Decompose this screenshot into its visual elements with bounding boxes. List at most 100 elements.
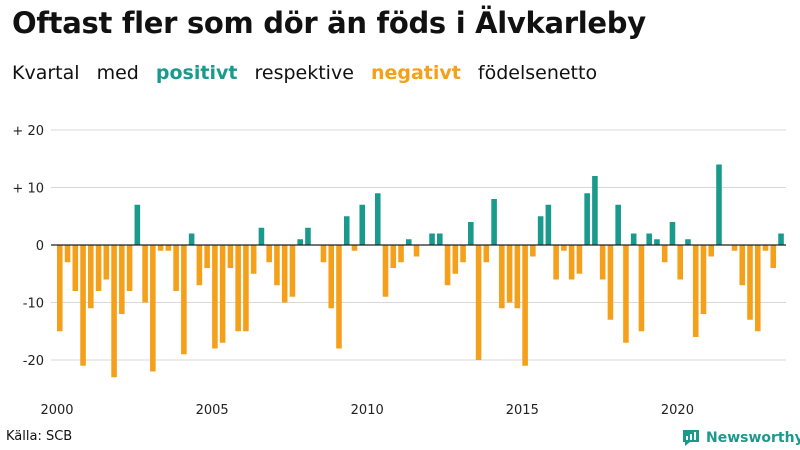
bar <box>405 239 412 245</box>
y-tick-label: + 20 <box>12 124 44 139</box>
y-tick-label: -10 <box>23 297 44 312</box>
bar <box>483 245 490 263</box>
bar <box>227 245 234 268</box>
bar <box>258 227 265 245</box>
bar <box>630 233 637 245</box>
subtitle-word: födelsenetto <box>477 62 598 84</box>
bar <box>181 245 187 355</box>
bar <box>437 233 443 245</box>
bar <box>568 245 575 280</box>
bar <box>468 222 474 245</box>
y-tick-label: -20 <box>23 354 44 369</box>
bar <box>64 245 71 263</box>
bar <box>429 233 435 245</box>
subtitle-word: Kvartal <box>12 62 80 84</box>
bar <box>150 245 156 372</box>
bar <box>545 204 552 245</box>
bar <box>95 245 102 291</box>
bar <box>522 245 528 366</box>
bar <box>398 245 404 263</box>
bar <box>382 245 389 297</box>
chart-subtitle: Kvartal med positivt respektive negativt… <box>12 62 608 84</box>
bar <box>142 245 148 303</box>
y-tick-label: + 10 <box>12 182 44 197</box>
bar <box>72 245 79 291</box>
y-tick-label: 0 <box>36 239 44 254</box>
bar <box>646 233 652 245</box>
bar <box>274 245 280 286</box>
bar <box>452 245 459 274</box>
bar <box>739 245 746 286</box>
brand-logo: Newsworthy <box>681 428 800 448</box>
bar <box>700 245 707 314</box>
bar <box>444 245 451 286</box>
bar <box>111 245 117 378</box>
bar <box>390 245 397 268</box>
bar <box>126 245 133 291</box>
bar <box>243 245 249 332</box>
bar <box>747 245 753 320</box>
subtitle-positive: positivt <box>155 62 238 84</box>
bar <box>661 245 668 263</box>
bar <box>754 245 761 332</box>
bar <box>212 245 218 349</box>
bar <box>669 222 676 245</box>
bar <box>103 245 110 280</box>
bar <box>57 245 63 332</box>
bar <box>460 245 466 263</box>
bar <box>119 245 125 314</box>
subtitle-word: med <box>96 62 139 84</box>
bar <box>196 245 203 286</box>
bar <box>188 233 195 245</box>
bar <box>165 245 172 251</box>
bar <box>553 245 559 280</box>
x-tick-label: 2000 <box>40 403 73 418</box>
bar <box>677 245 684 280</box>
bar <box>351 245 358 251</box>
x-tick-label: 2020 <box>661 403 694 418</box>
bar <box>281 245 288 303</box>
bar <box>328 245 335 309</box>
bar <box>204 245 210 268</box>
bar <box>250 245 257 274</box>
bar <box>592 176 598 245</box>
bar <box>654 239 660 245</box>
newsworthy-logo-icon <box>683 430 699 446</box>
bar <box>374 193 381 245</box>
x-tick-label: 2005 <box>196 403 229 418</box>
bar <box>320 245 327 263</box>
bar <box>413 245 420 257</box>
bar <box>623 245 629 343</box>
bar <box>514 245 521 309</box>
subtitle-negative: negativt <box>370 62 461 84</box>
bar <box>584 193 590 245</box>
bar <box>692 245 699 337</box>
bar <box>305 227 311 245</box>
bar <box>599 245 606 280</box>
x-tick-label: 2010 <box>351 403 384 418</box>
bar <box>762 245 769 251</box>
bar <box>491 199 497 245</box>
bar <box>80 245 86 366</box>
bar <box>235 245 241 332</box>
bar <box>336 245 342 349</box>
bar <box>770 245 777 268</box>
source-note: Källa: SCB <box>6 429 73 444</box>
bar <box>289 245 296 297</box>
chart-title: Oftast fler som dör än föds i Älvkarleby <box>12 6 646 40</box>
bar <box>343 216 350 245</box>
bar <box>716 164 722 245</box>
bar <box>537 216 544 245</box>
bar <box>561 245 567 251</box>
bar <box>685 239 691 245</box>
bar <box>173 245 179 291</box>
bar <box>638 245 645 332</box>
bar <box>708 245 715 257</box>
bar <box>219 245 226 343</box>
bar <box>506 245 513 303</box>
bar <box>157 245 164 251</box>
bar <box>88 245 94 309</box>
bar <box>134 204 141 245</box>
bar <box>576 245 583 274</box>
